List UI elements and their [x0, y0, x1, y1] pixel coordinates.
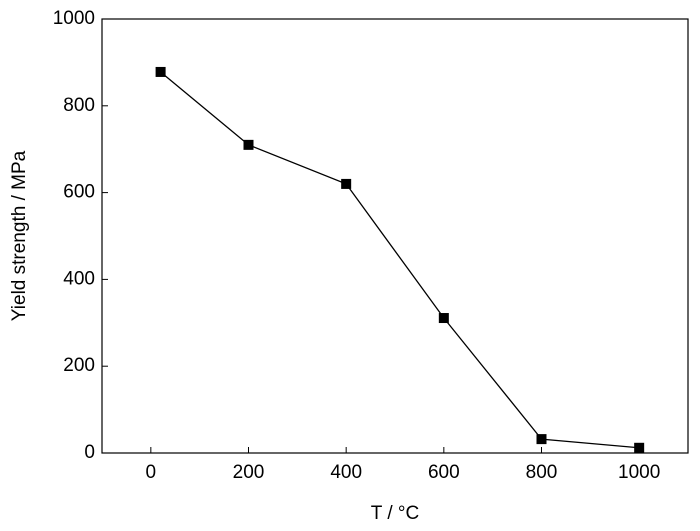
x-tick-label: 0 [146, 462, 157, 483]
data-point [438, 313, 449, 324]
x-tick-label: 800 [526, 462, 558, 483]
series-line [160, 71, 640, 449]
x-axis-label: T / °C [371, 503, 419, 524]
plot-frame [101, 18, 689, 454]
data-point [243, 139, 254, 150]
data-point [536, 434, 547, 445]
y-tick-label: 0 [84, 442, 95, 463]
x-tick-label: 1000 [618, 462, 660, 483]
y-tick-label: 1000 [53, 8, 95, 29]
data-point [341, 178, 352, 189]
y-tick-label: 800 [63, 95, 95, 116]
y-tick-label: 400 [63, 268, 95, 289]
x-tick-label: 200 [233, 462, 265, 483]
x-tick-label: 400 [330, 462, 362, 483]
data-point [634, 442, 645, 453]
y-tick-label: 600 [63, 182, 95, 203]
y-axis-label: Yield strength / MPa [9, 150, 30, 321]
y-tick-label: 200 [63, 355, 95, 376]
data-point [155, 66, 166, 77]
x-tick-label: 600 [428, 462, 460, 483]
